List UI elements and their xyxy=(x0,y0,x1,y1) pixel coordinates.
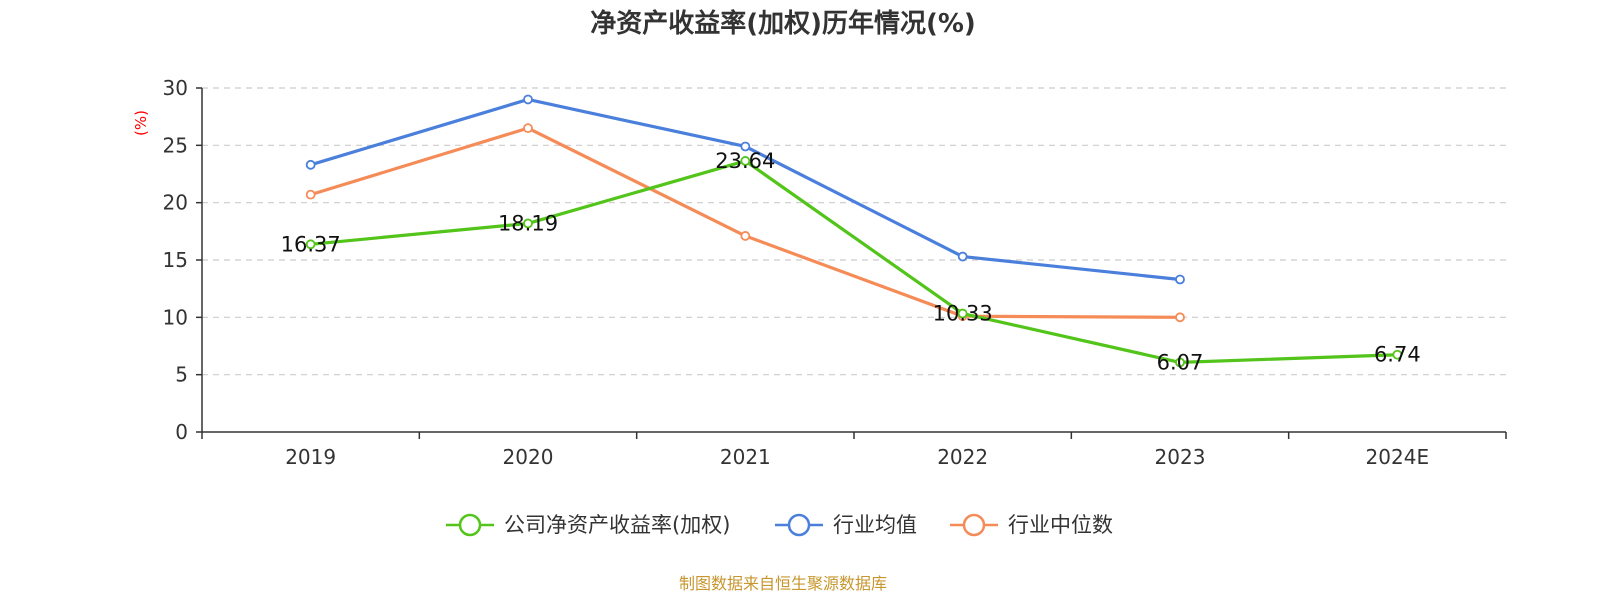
legend-label: 行业均值 xyxy=(833,513,917,537)
y-tick-label-5: 5 xyxy=(175,363,188,387)
x-tick-label-2024E: 2024E xyxy=(1366,445,1430,469)
data-point[interactable] xyxy=(305,189,316,200)
source-note: 制图数据来自恒生聚源数据库 xyxy=(679,574,887,593)
data-point[interactable] xyxy=(1175,357,1185,368)
legend-item-0[interactable]: 公司净资产收益率(加权) xyxy=(446,513,730,537)
legend-item-1[interactable]: 行业均值 xyxy=(775,513,917,537)
x-tick-label-2021: 2021 xyxy=(720,445,771,469)
x-tick-label-2020: 2020 xyxy=(503,445,554,469)
data-point[interactable] xyxy=(1175,274,1185,285)
series-line-0 xyxy=(310,159,1398,364)
y-tick-label-15: 15 xyxy=(163,248,188,272)
y-tick-label-30: 30 xyxy=(163,76,188,100)
data-point[interactable] xyxy=(740,231,751,241)
x-tick-label-2022: 2022 xyxy=(937,445,988,469)
data-label-2020: 18.19 xyxy=(498,211,558,235)
data-label-2023: 6.07 xyxy=(1157,350,1204,374)
chart-title: 净资产收益率(加权)历年情况(%) xyxy=(590,8,976,39)
data-point[interactable] xyxy=(740,141,751,152)
legend-marker-icon xyxy=(962,513,986,537)
series-2 xyxy=(305,123,1185,323)
data-point[interactable] xyxy=(305,159,316,170)
series-layer xyxy=(305,94,1403,368)
data-point[interactable] xyxy=(1175,312,1185,323)
y-axis-label: (%) xyxy=(132,110,150,136)
legend-label: 公司净资产收益率(加权) xyxy=(504,513,730,537)
axes: 0 5 10 15 20 25 30 2019 2020 2021 2022 2023 2024E xyxy=(163,76,1507,469)
data-label-2019: 16.37 xyxy=(281,232,341,256)
series-line-1 xyxy=(310,97,1181,282)
data-label-2021: 23.64 xyxy=(715,149,775,173)
y-tick-label-0: 0 xyxy=(175,420,188,444)
y-tick-label-20: 20 xyxy=(163,191,188,215)
y-tick-label-10: 10 xyxy=(163,305,188,329)
data-point[interactable] xyxy=(523,218,533,229)
legend-label: 行业中位数 xyxy=(1008,513,1113,537)
data-point[interactable] xyxy=(1392,349,1403,360)
legend-marker-icon xyxy=(458,513,482,537)
y-tick-label-25: 25 xyxy=(163,133,188,157)
x-tick-label-2019: 2019 xyxy=(285,445,336,469)
data-point[interactable] xyxy=(305,239,316,250)
data-labels: 16.37 18.19 23.64 10.33 6.07 6.74 xyxy=(281,149,1421,374)
data-label-2022: 10.33 xyxy=(933,302,993,326)
data-point[interactable] xyxy=(957,251,968,262)
legend-item-2[interactable]: 行业中位数 xyxy=(950,513,1113,537)
x-tick-label-2023: 2023 xyxy=(1155,445,1206,469)
data-point[interactable] xyxy=(957,308,968,319)
gridlines xyxy=(202,87,1506,376)
data-point[interactable] xyxy=(740,156,751,166)
data-point[interactable] xyxy=(523,123,533,134)
data-point[interactable] xyxy=(523,94,533,105)
legend-marker-icon xyxy=(787,513,811,537)
series-1 xyxy=(305,94,1185,285)
data-label-2024E: 6.74 xyxy=(1374,343,1421,367)
legend[interactable]: 公司净资产收益率(加权) 行业均值 行业中位数 xyxy=(446,513,1113,537)
series-0 xyxy=(305,156,1403,368)
